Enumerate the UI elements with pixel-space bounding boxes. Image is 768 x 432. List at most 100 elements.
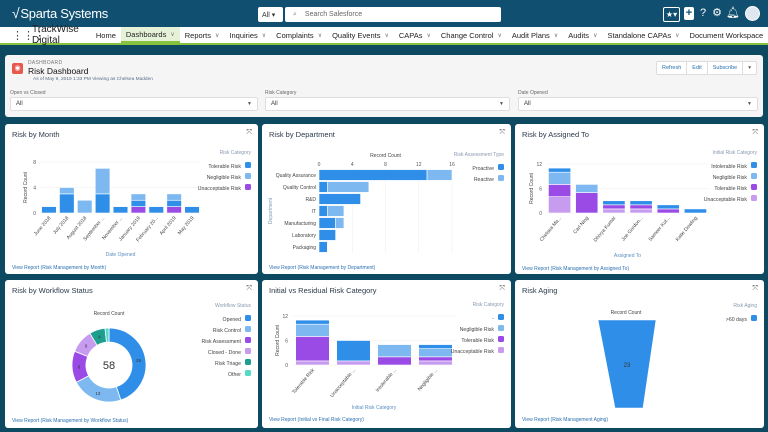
x-tick-label: Joe Gordon...	[621, 215, 645, 242]
app-launcher-icon[interactable]: ⋮⋮⋮	[12, 29, 45, 42]
x-axis-title: Record Count	[370, 153, 401, 159]
filter-open-closed[interactable]: All ▼	[10, 97, 258, 111]
expand-icon[interactable]: ⤧	[752, 285, 758, 292]
slice-label: 26	[136, 358, 142, 363]
nav-item-label: Document Workspace	[689, 30, 764, 40]
view-report-link[interactable]: View Report (Risk Management by Workflow…	[12, 418, 129, 424]
bar-segment	[318, 229, 336, 241]
nav-item-complaints[interactable]: Complaints ∨	[271, 27, 327, 43]
legend-swatch	[245, 173, 251, 179]
chevron-down-icon[interactable]: ∨	[170, 31, 175, 38]
bar-segment	[575, 192, 599, 214]
chevron-down-icon[interactable]: ∨	[593, 32, 598, 39]
view-report-link[interactable]: View Report (Risk Management by Assigned…	[522, 266, 630, 272]
legend-label: Reactive	[474, 177, 494, 183]
view-report-link[interactable]: View Report (Risk Management by Month)	[12, 265, 107, 271]
nav-item-dashboards[interactable]: Dashboards ∨	[120, 27, 180, 43]
x-tick-label: 8	[384, 162, 387, 168]
bar-segment	[41, 206, 57, 214]
filter-label-risk-category: Risk Category	[265, 90, 297, 96]
edit-button[interactable]: Edit	[687, 62, 708, 74]
y-axis-title: Department	[268, 197, 274, 224]
caret-down-icon: ▼	[747, 101, 752, 107]
expand-icon[interactable]: ⤧	[499, 129, 505, 136]
donut-total: 58	[103, 360, 115, 372]
x-tick-label: June 2018	[33, 215, 53, 237]
global-add-icon[interactable]: +	[684, 7, 694, 20]
nav-item-reports[interactable]: Reports ∨	[180, 27, 225, 43]
nav-item-inquiries[interactable]: Inquiries ∨	[224, 27, 271, 43]
bar-segment	[130, 193, 147, 201]
nav-item-audits[interactable]: Audits ∨	[563, 27, 602, 43]
nav-item-document-workspace[interactable]: Document Workspace	[685, 27, 768, 43]
widget-title: Risk by Workflow Status	[12, 286, 93, 295]
chevron-down-icon[interactable]: ∨	[384, 32, 389, 39]
filter-value: All	[16, 101, 23, 107]
bar-segment	[318, 241, 328, 253]
expand-icon[interactable]: ⤧	[246, 285, 252, 292]
widget-title: Initial vs Residual Risk Category	[269, 286, 377, 295]
legend-label: Closed - Done	[208, 350, 241, 356]
legend-label: >60 days	[726, 317, 748, 323]
chevron-down-icon[interactable]: ∨	[215, 32, 220, 39]
chevron-down-icon[interactable]: ∨	[675, 32, 680, 39]
chart-subtitle: Record Count	[611, 310, 642, 316]
expand-icon[interactable]: ⤧	[499, 285, 505, 292]
slice-label: 8	[78, 365, 81, 370]
app-nav-bar: ⋮⋮⋮ TrackWise Digital Home Dashboards ∨ Rep…	[0, 24, 768, 46]
x-tick-label: Unacceptable ...	[329, 367, 357, 399]
legend-label: Risk Triage	[215, 361, 241, 367]
subscribe-button[interactable]: Subscribe	[708, 62, 744, 74]
legend-title: Risk Assessment Type	[454, 152, 504, 158]
view-report-link[interactable]: View Report (Initial vs Final Risk Categ…	[269, 417, 364, 423]
risk-aging-widget: Risk Aging ⤧ View Report (Risk Management …	[515, 280, 764, 428]
legend-swatch	[245, 337, 251, 343]
chevron-down-icon[interactable]: ∨	[261, 32, 267, 39]
legend-swatch	[751, 195, 757, 201]
chevron-down-icon[interactable]: ∨	[497, 32, 502, 39]
view-report-link[interactable]: View Report (Risk Management Aging)	[522, 417, 609, 423]
search-scope-select[interactable]: All ▾	[258, 7, 283, 22]
legend-swatch	[751, 315, 757, 321]
bar-segment	[629, 200, 653, 206]
search-input[interactable]: ⌕ Search Salesforce	[285, 7, 501, 22]
caret-down-icon: ▼	[499, 101, 504, 107]
chevron-down-icon[interactable]: ∨	[317, 32, 323, 39]
more-actions-button[interactable]: ▾	[748, 65, 751, 71]
favorites-star-icon[interactable]: ★▾	[663, 7, 680, 22]
bell-icon[interactable]: 🔔︎	[726, 7, 740, 19]
chevron-down-icon[interactable]: ∨	[553, 32, 559, 39]
legend-label: Negligible Risk	[713, 175, 748, 181]
filter-date-opened[interactable]: All ▼	[518, 97, 758, 111]
chevron-down-icon[interactable]: ∨	[426, 32, 431, 39]
nav-item-label: Standalone CAPAs	[607, 30, 672, 40]
nav-item-quality-events[interactable]: Quality Events ∨	[327, 27, 394, 43]
expand-icon[interactable]: ⤧	[752, 129, 758, 136]
nav-item-audit-plans[interactable]: Audit Plans ∨	[507, 27, 563, 43]
y-tick-label: 8	[33, 160, 36, 166]
avatar[interactable]	[745, 6, 760, 21]
filter-risk-category[interactable]: All ▼	[265, 97, 510, 111]
x-tick-label: Sameer Kut...	[648, 215, 672, 242]
nav-item-home[interactable]: Home	[91, 27, 121, 43]
bar-segment	[602, 208, 626, 214]
bar-segment	[335, 217, 345, 229]
as-of-text: As of May 9, 2019 1:33 PM Viewing as Che…	[33, 77, 153, 82]
view-report-link[interactable]: View Report (Risk Management by Departme…	[269, 265, 376, 271]
nav-item-change-control[interactable]: Change Control ∨	[436, 27, 507, 43]
nav-item-standalone-capas[interactable]: Standalone CAPAs ∨	[602, 27, 684, 43]
help-icon[interactable]: ?	[699, 7, 707, 19]
legend-swatch	[245, 348, 251, 354]
expand-icon[interactable]: ⤧	[246, 129, 252, 136]
refresh-button[interactable]: Refresh	[657, 62, 688, 74]
gear-icon[interactable]: ⚙	[712, 7, 722, 19]
legend-title: Risk Aging	[733, 303, 757, 309]
sparta-logo[interactable]: √Sparta Systems	[12, 5, 108, 21]
chart-canvas: Record Count 0 4 8 12 16 Department Quality Ass…	[268, 152, 504, 253]
legend-label: Proactive	[472, 166, 494, 172]
nav-item-capas[interactable]: CAPAs ∨	[394, 27, 436, 43]
y-tick-label: Quality Assurance	[276, 173, 317, 179]
y-tick-label: R&D	[305, 197, 316, 203]
